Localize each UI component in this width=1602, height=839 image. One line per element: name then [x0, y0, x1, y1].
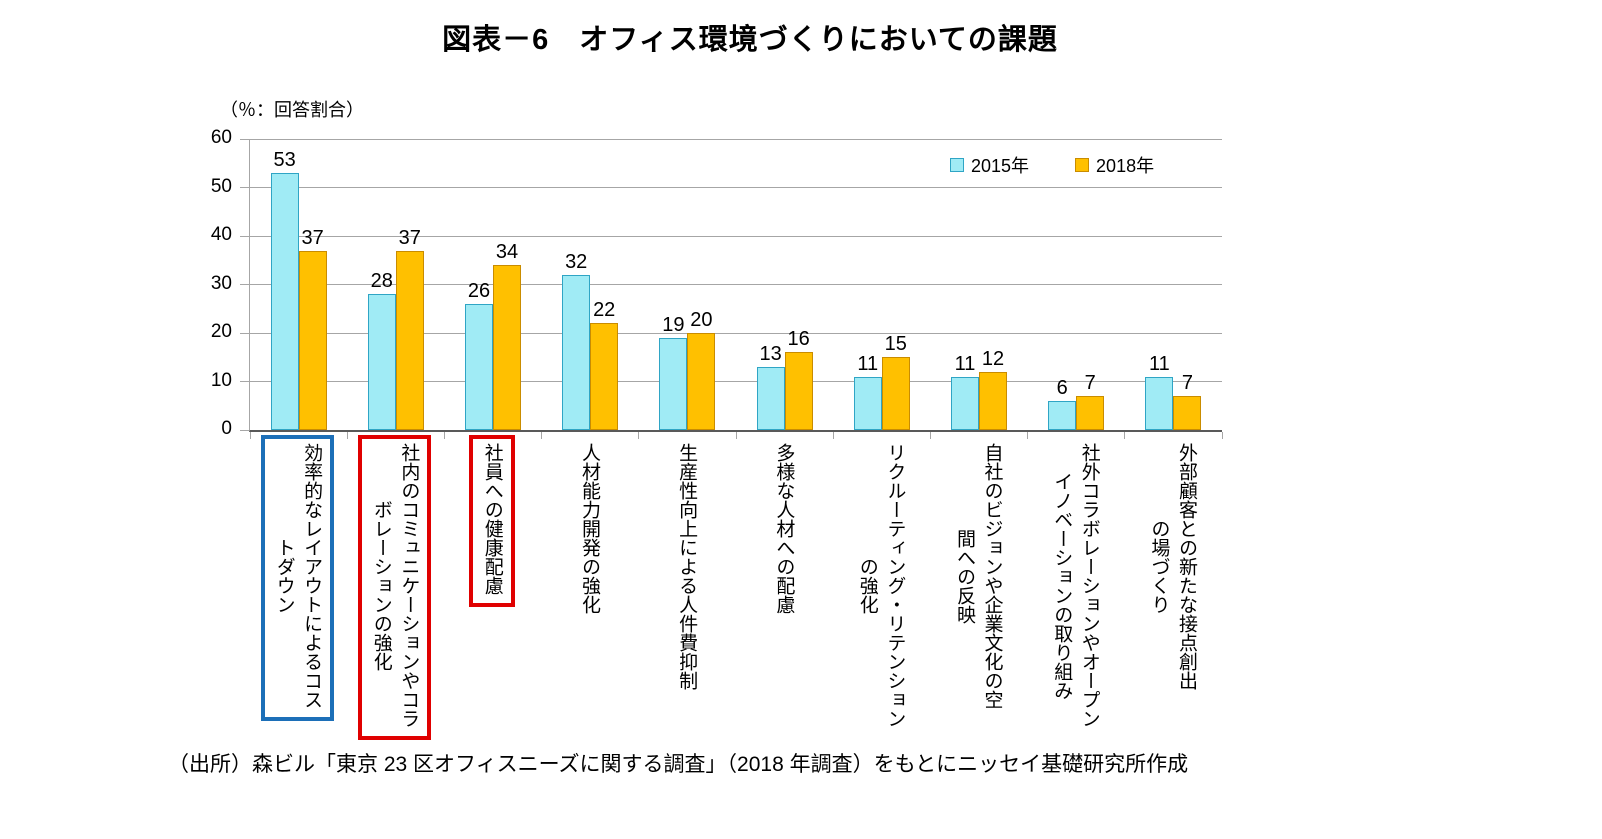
- gridline: [250, 381, 1222, 382]
- bar-2018年-category-1: [298, 250, 327, 430]
- legend-label: 2015年: [971, 156, 1030, 176]
- category-label-9: 社外コラボレーションやオープン イノベーションの取り組み: [1051, 443, 1100, 728]
- x-axis-tick: [249, 432, 251, 439]
- x-axis-tick: [541, 432, 543, 439]
- gridline: [250, 187, 1222, 188]
- bar-2018年-category-7: [881, 357, 910, 430]
- x-axis-tick: [638, 432, 640, 439]
- highlight-box-category-1: [261, 435, 335, 721]
- bar-2018年-category-8: [979, 371, 1007, 430]
- bar-2015年-category-5: [659, 337, 688, 430]
- x-axis-tick: [443, 432, 445, 439]
- bar-2015年-category-10: [1145, 376, 1174, 430]
- bar-2018年-category-5: [687, 333, 716, 430]
- plot-area: 53 28 26 32 19 13 11 11 6 11 37 37 34 22 20 16 15 12 7 7 201…: [240, 138, 1223, 439]
- value-label: 28: [370, 270, 393, 293]
- category-label-3: 社員への健康配慮: [481, 443, 503, 595]
- category-label-6: 多様な人材への配慮: [773, 443, 795, 614]
- bar-2018年-category-10: [1173, 396, 1202, 430]
- bar-2015年-category-7: [853, 376, 882, 430]
- y-axis-label: 40: [210, 224, 232, 245]
- category-label-5: 生産性向上による人件費抑制: [676, 443, 698, 690]
- category-label-4: 人材能力開発の強化: [578, 443, 600, 614]
- y-axis-label: 10: [210, 369, 232, 391]
- legend-item-2018年: 2018年: [1075, 152, 1154, 178]
- bar-2015年-category-8: [951, 376, 979, 430]
- value-label: 32: [565, 250, 588, 273]
- value-label: 34: [495, 241, 519, 264]
- x-axis-tick: [346, 432, 348, 439]
- value-label: 22: [593, 299, 616, 322]
- highlight-box-category-3: [469, 435, 515, 607]
- x-axis-tick: [832, 432, 834, 439]
- legend-swatch: [950, 158, 964, 172]
- x-axis-tick: [1124, 432, 1126, 439]
- value-label: 7: [1084, 372, 1096, 395]
- legend: 2015年 2018年: [950, 152, 1154, 178]
- value-label: 53: [273, 148, 296, 171]
- category-label-2: 社内のコミュニケーションやコラ ボレーションの強化: [370, 443, 420, 728]
- gridline: [250, 235, 1222, 237]
- y-axis-tick: [240, 429, 249, 431]
- bar-2015年-category-1: [270, 172, 299, 430]
- legend-item-2015年: 2015年: [950, 152, 1029, 178]
- y-axis-label: 20: [210, 321, 232, 342]
- y-axis-label: 60: [210, 127, 232, 148]
- highlight-box-category-2: [358, 435, 432, 740]
- gridline: [250, 284, 1222, 285]
- value-label: 13: [759, 342, 782, 365]
- bar-2018年-category-4: [590, 323, 619, 430]
- x-axis-tick: [1027, 432, 1029, 439]
- x-axis-tick: [1221, 432, 1223, 439]
- bar-2018年-category-3: [493, 265, 521, 430]
- value-label: 19: [662, 313, 685, 336]
- y-axis-tick: [240, 381, 249, 382]
- x-axis-tick: [929, 432, 931, 439]
- value-label: 15: [884, 333, 907, 356]
- y-axis-tick: [240, 187, 249, 188]
- bar-2015年-category-2: [367, 294, 396, 430]
- category-label-1: 効率的なレイアウトによるコス トダウン: [273, 443, 323, 709]
- y-axis-tick: [240, 332, 249, 334]
- bar-2015年-category-3: [465, 303, 493, 430]
- y-axis-label: 30: [210, 272, 232, 294]
- gridline: [250, 332, 1222, 334]
- value-label: 7: [1181, 372, 1193, 395]
- legend-swatch: [1075, 158, 1090, 172]
- value-label: 37: [398, 226, 421, 249]
- y-axis-tick: [240, 138, 249, 140]
- y-axis-tick: [240, 284, 249, 285]
- gridline: [250, 138, 1222, 140]
- y-axis-label: 0: [221, 418, 232, 439]
- bar-2015年-category-4: [562, 274, 591, 430]
- value-label: 20: [690, 309, 713, 331]
- value-label: 11: [954, 352, 976, 375]
- bar-2015年-category-9: [1048, 400, 1077, 430]
- y-axis-tick: [240, 235, 249, 237]
- value-label: 11: [1149, 352, 1170, 375]
- category-label-10: 外部顧客との新たな接点創出 の場づくり: [1148, 443, 1197, 690]
- value-label: 12: [981, 347, 1005, 370]
- value-label: 16: [787, 328, 810, 351]
- y-axis-label: 50: [210, 175, 232, 197]
- source-note: （出所）森ビル「東京 23 区オフィスニーズに関する調査」（2018 年調査）を…: [168, 753, 1189, 776]
- bar-2018年-category-9: [1076, 396, 1105, 430]
- value-label: 26: [467, 279, 491, 302]
- x-axis-tick: [735, 432, 737, 439]
- y-axis-unit-label: （％：回答割合）: [220, 100, 364, 120]
- category-label-8: 自社のビジョンや企業文化の空 間への反映: [954, 443, 1003, 709]
- value-label: 11: [857, 352, 879, 375]
- value-label: 37: [301, 226, 324, 249]
- bar-2018年-category-2: [395, 250, 424, 430]
- category-label-7: リクルーティング・リテンション の強化: [856, 443, 906, 728]
- legend-label: 2018年: [1096, 156, 1155, 176]
- value-label: 6: [1056, 376, 1068, 399]
- bar-2015年-category-6: [756, 366, 785, 430]
- bar-2018年-category-6: [784, 352, 813, 430]
- chart-title: 図表－6 オフィス環境づくりにおいての課題: [442, 24, 1058, 56]
